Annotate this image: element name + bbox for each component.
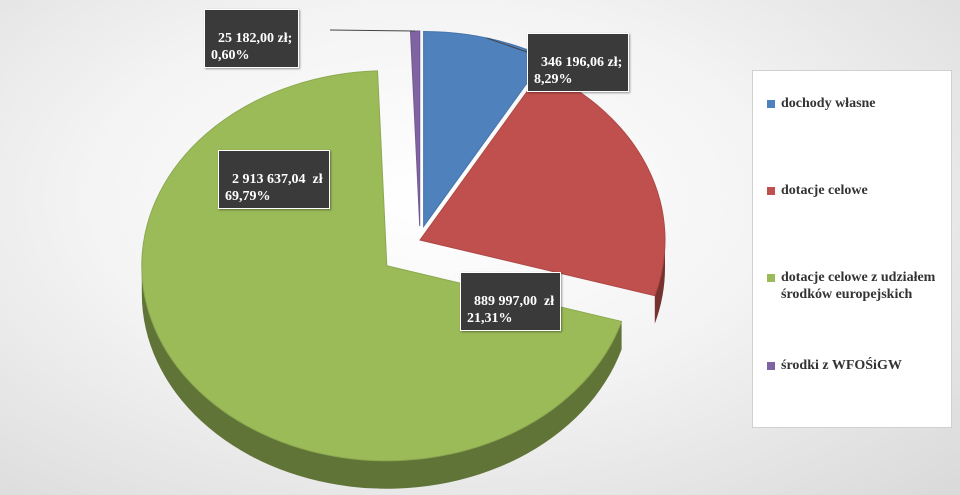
slice-label-dotacje-ue: 2 913 637,04 zł 69,79% xyxy=(218,150,330,209)
legend-swatch xyxy=(767,274,775,282)
pie-slice xyxy=(409,30,421,227)
slice-label-dochody-value: 346 196,06 zł; xyxy=(541,55,623,70)
slice-label-wfosigw: 25 182,00 zł; 0,60% xyxy=(204,9,300,68)
legend-item-dotacje: dotacje celowe xyxy=(767,182,947,199)
legend-label: środki z WFOŚiGW xyxy=(781,358,902,373)
slice-label-dochody: 346 196,06 zł; 8,29% xyxy=(527,33,630,92)
leader-line xyxy=(329,29,416,32)
slice-label-dochody-percent: 8,29% xyxy=(534,72,573,87)
legend-item-wfosigw: środki z WFOŚiGW xyxy=(767,357,947,374)
legend-item-dotacje-ue: dotacje celowe z udziałem środków europe… xyxy=(767,269,947,303)
pie-slice-side xyxy=(654,240,665,324)
slice-label-wfosigw-value: 25 182,00 zł; xyxy=(218,31,293,46)
slice-label-dotacje-ue-percent: 69,79% xyxy=(225,189,271,204)
legend-swatch xyxy=(767,362,775,370)
slice-label-wfosigw-percent: 0,60% xyxy=(211,48,250,63)
legend-label: dotacje celowe xyxy=(781,183,868,198)
legend-swatch xyxy=(767,187,775,195)
slice-label-dotacje-value: 889 997,00 zł xyxy=(474,294,555,309)
legend-label: dotacje celowe z udziałem środków europe… xyxy=(781,270,936,302)
legend-label: dochody własne xyxy=(781,96,876,111)
slice-label-dotacje: 889 997,00 zł 21,31% xyxy=(460,272,562,331)
legend-swatch xyxy=(767,100,775,108)
slice-label-dotacje-ue-value: 2 913 637,04 zł xyxy=(232,172,323,187)
leader-lines xyxy=(329,29,528,53)
legend-item-dochody: dochody własne xyxy=(767,95,947,112)
slice-label-dotacje-percent: 21,31% xyxy=(467,311,513,326)
legend: dochody własne dotacje celowe dotacje ce… xyxy=(752,70,952,428)
leader-line xyxy=(486,37,528,53)
